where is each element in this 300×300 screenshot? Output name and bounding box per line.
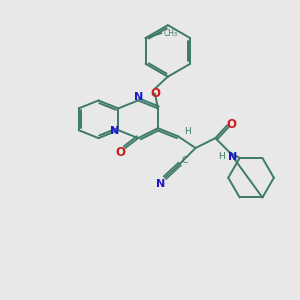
Text: N: N: [228, 152, 237, 162]
Text: CH₃: CH₃: [164, 28, 178, 38]
Text: N: N: [156, 179, 166, 189]
Text: O: O: [226, 118, 236, 131]
Text: N: N: [134, 92, 144, 101]
Text: O: O: [115, 146, 125, 160]
Text: H: H: [218, 152, 225, 161]
Text: N: N: [110, 126, 119, 136]
Text: O: O: [150, 87, 160, 100]
Text: C: C: [182, 156, 188, 165]
Text: H: H: [184, 127, 190, 136]
